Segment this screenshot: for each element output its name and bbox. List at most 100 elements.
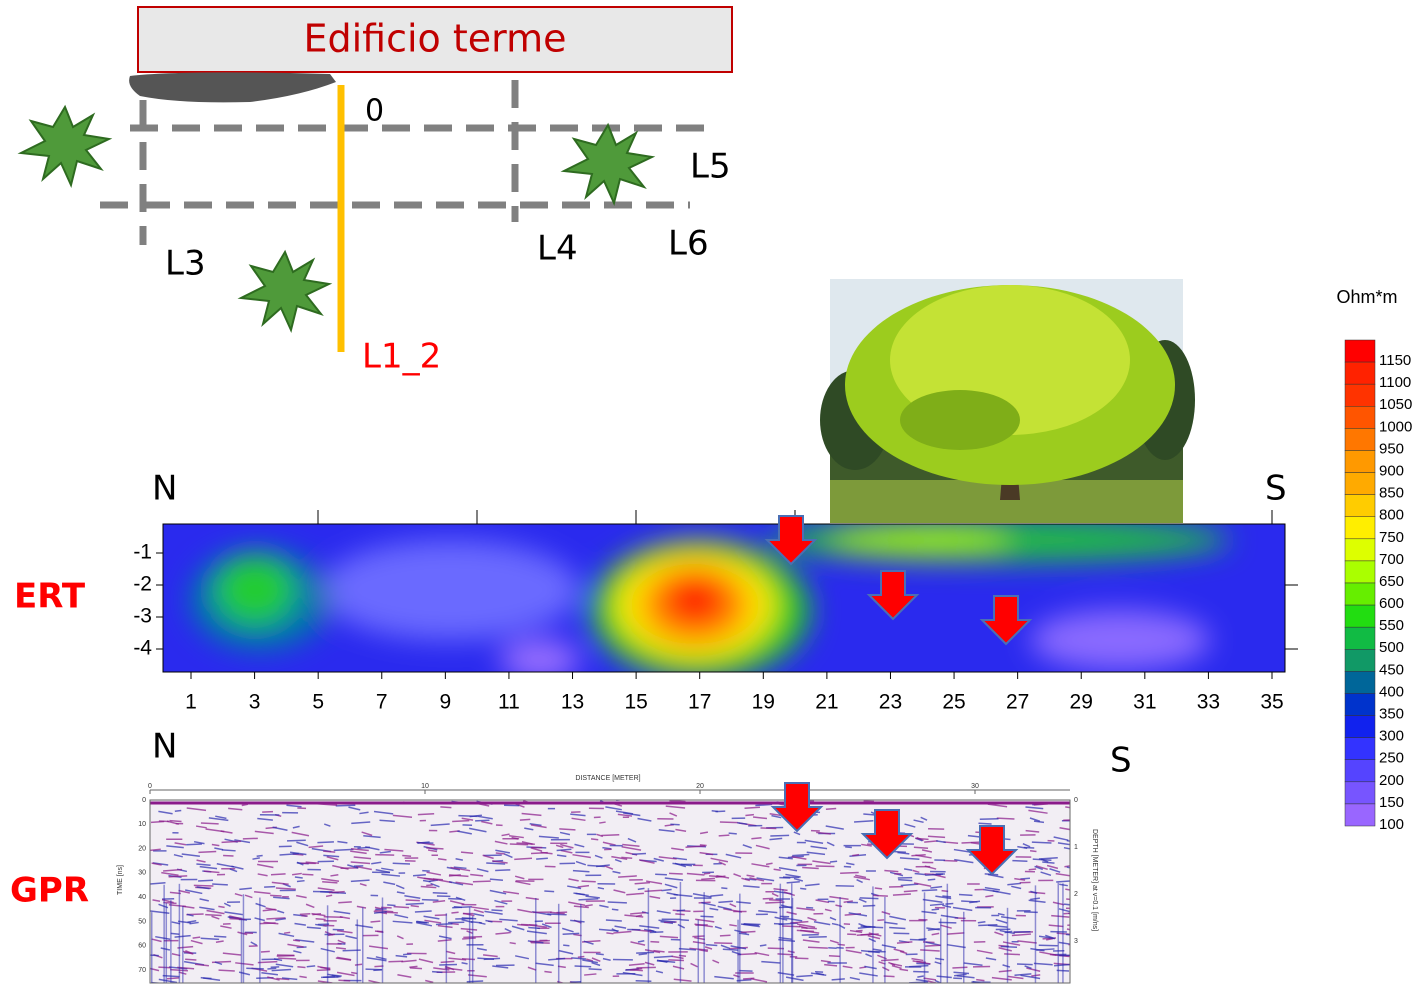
- reflection: [639, 954, 647, 955]
- color-band: [1345, 627, 1375, 649]
- x-tick-label: 5: [312, 691, 324, 714]
- reflection: [601, 835, 619, 836]
- reflection: [411, 906, 419, 907]
- reflection: [451, 912, 458, 913]
- profile-label: L1_2: [362, 337, 441, 377]
- y-tick-label: 70: [138, 967, 146, 974]
- figure: Edificio terme 0 L5 L3 L4 L6 L1_2 ERT N: [0, 0, 1419, 995]
- gpr-label: GPR: [10, 871, 89, 911]
- colorbar-label: 200: [1379, 772, 1404, 789]
- reflection: [521, 924, 537, 925]
- line-label: L6: [668, 224, 709, 264]
- reflection: [536, 858, 548, 859]
- reflection: [925, 945, 941, 946]
- color-band: [1345, 406, 1375, 428]
- x-tick-label: 10: [421, 783, 429, 790]
- reflection: [185, 959, 196, 960]
- reflection: [913, 971, 928, 972]
- reflection: [1017, 964, 1033, 965]
- reflection: [751, 838, 761, 839]
- reflection: [830, 861, 837, 862]
- x-tick-label: 31: [1133, 691, 1156, 714]
- reflection: [563, 945, 569, 946]
- x-tick-label: 17: [688, 691, 711, 714]
- reflection: [387, 905, 395, 906]
- reflection: [1032, 842, 1052, 843]
- reflection: [418, 814, 434, 815]
- y2-tick-label: 1: [1074, 844, 1078, 851]
- y-tick-label: -3: [133, 605, 152, 628]
- reflection: [904, 891, 918, 892]
- reflection: [544, 891, 554, 892]
- colorbar-label: 1150: [1379, 352, 1411, 369]
- reflection: [544, 972, 551, 973]
- reflection: [205, 915, 221, 916]
- color-band: [1345, 738, 1375, 760]
- reflection: [260, 923, 276, 924]
- color-band: [1345, 473, 1375, 495]
- colorbar-label: 150: [1379, 794, 1404, 811]
- reflection: [403, 954, 411, 955]
- colorbar-label: 450: [1379, 661, 1404, 678]
- reflection: [636, 967, 655, 968]
- colorbar-label: 950: [1379, 440, 1404, 457]
- reflection: [608, 902, 627, 903]
- gpr-section: GPR N S DISTANCE [METER] TIME [ns] DEPTH…: [10, 727, 1132, 986]
- color-band: [1345, 495, 1375, 517]
- reflection: [638, 888, 645, 889]
- reflection: [394, 907, 409, 908]
- reflection: [720, 822, 738, 823]
- reflection: [334, 849, 354, 850]
- reflection: [201, 823, 219, 824]
- color-band: [1345, 384, 1375, 406]
- reflection: [599, 822, 605, 823]
- reflection: [959, 895, 972, 896]
- y-tick-label: -2: [133, 573, 152, 596]
- reflection: [409, 966, 417, 967]
- tree-marker: [21, 107, 109, 185]
- reflection: [1056, 881, 1071, 882]
- reflection: [889, 928, 905, 929]
- colorbar-label: 550: [1379, 617, 1404, 634]
- reflection: [800, 888, 806, 889]
- reflection: [873, 895, 888, 896]
- reflection: [284, 932, 290, 933]
- reflection: [355, 964, 362, 965]
- reflection: [712, 811, 718, 812]
- reflection: [198, 880, 213, 881]
- reflection: [1004, 954, 1020, 955]
- reflection: [287, 840, 306, 841]
- color-band: [1345, 362, 1375, 384]
- reflection: [700, 916, 713, 917]
- north-label: N: [152, 727, 177, 767]
- reflection: [402, 856, 411, 857]
- reflection: [932, 909, 940, 910]
- reflection: [737, 980, 752, 981]
- reflection: [1030, 851, 1036, 852]
- x-title: DISTANCE [METER]: [575, 775, 640, 782]
- reflection: [1064, 904, 1070, 905]
- ert-label: ERT: [14, 577, 86, 617]
- reflection: [261, 951, 270, 952]
- reflection: [270, 895, 281, 896]
- reflection: [838, 944, 845, 945]
- x-tick-label: 29: [1070, 691, 1093, 714]
- line-label: L5: [690, 147, 731, 187]
- reflection: [719, 835, 730, 836]
- colorbar-label: 500: [1379, 639, 1404, 656]
- reflection: [591, 839, 598, 840]
- reflection: [448, 899, 461, 900]
- reflection: [440, 807, 451, 808]
- x-tick-label: 13: [561, 691, 584, 714]
- colorbar-label: 400: [1379, 683, 1404, 700]
- reflection: [212, 884, 228, 885]
- reflection: [214, 936, 226, 937]
- reflection: [169, 876, 188, 877]
- reflection: [662, 890, 672, 891]
- reflection: [1066, 899, 1079, 900]
- reflection: [520, 819, 530, 820]
- colorbar-label: 1050: [1379, 396, 1412, 413]
- reflection: [589, 969, 602, 970]
- color-band: [1345, 517, 1375, 539]
- reflection: [596, 954, 604, 955]
